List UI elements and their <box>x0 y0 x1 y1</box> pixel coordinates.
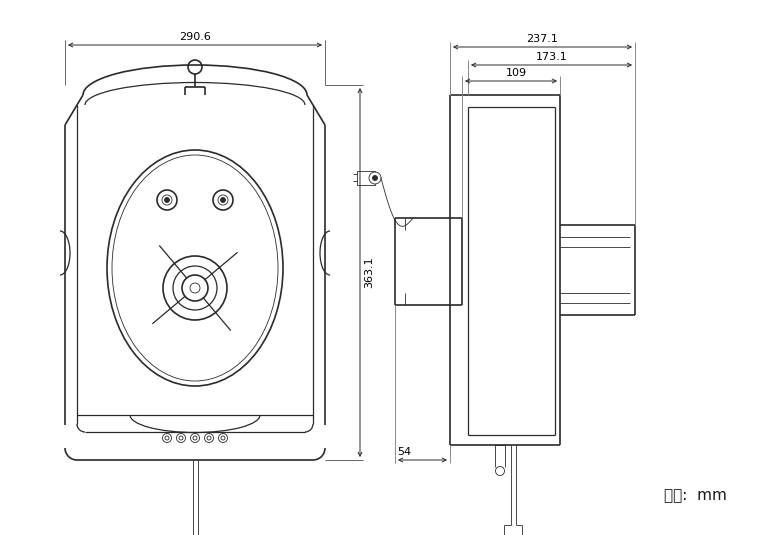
Bar <box>357 171 375 185</box>
Text: 363.1: 363.1 <box>364 257 374 288</box>
Circle shape <box>369 172 381 184</box>
Circle shape <box>220 197 226 203</box>
Circle shape <box>372 175 378 180</box>
Text: 290.6: 290.6 <box>179 32 211 42</box>
Circle shape <box>164 197 169 203</box>
Text: 237.1: 237.1 <box>527 34 559 44</box>
Text: 173.1: 173.1 <box>536 52 568 62</box>
Text: 54: 54 <box>397 447 411 457</box>
Text: 单位:  mm: 单位: mm <box>663 488 727 503</box>
Text: 109: 109 <box>505 68 527 78</box>
